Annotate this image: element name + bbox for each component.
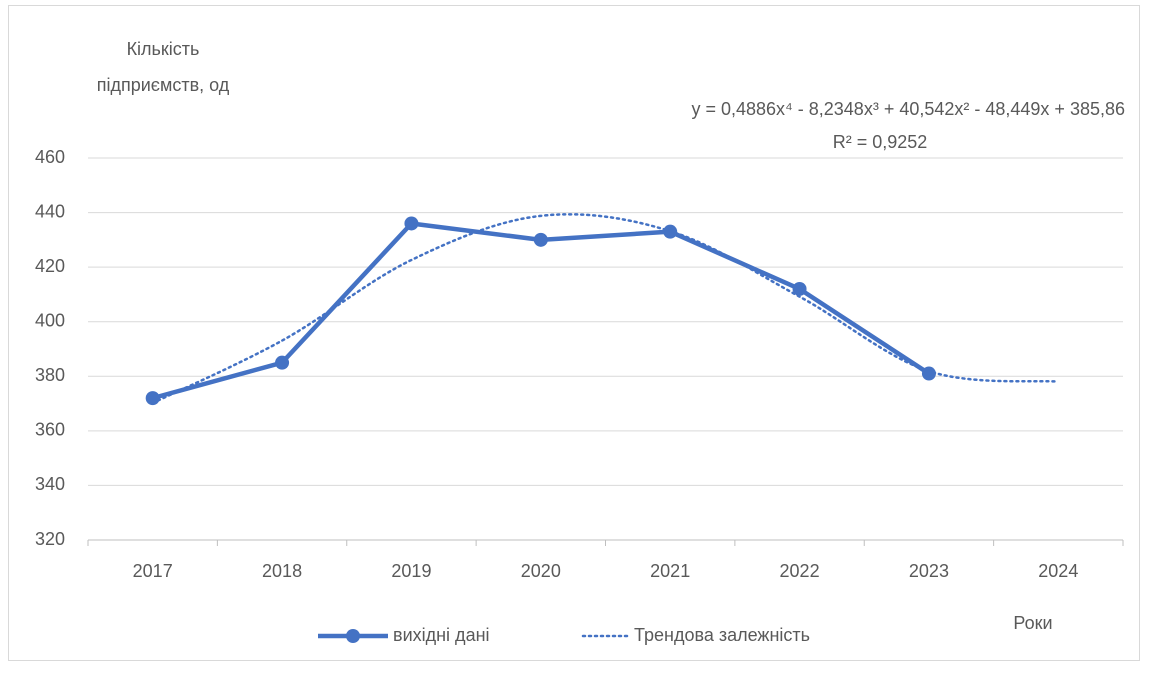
y-tick-label: 420 [35, 256, 65, 276]
y-tick-label: 440 [35, 201, 65, 221]
data-point [275, 355, 290, 370]
y-tick-label: 400 [35, 310, 65, 330]
chart-border [8, 5, 1140, 661]
data-point [533, 232, 548, 247]
legend-marker [346, 629, 360, 643]
x-tick-label: 2023 [909, 561, 949, 581]
x-tick-label: 2021 [650, 561, 690, 581]
data-point [792, 281, 807, 296]
y-tick-label: 340 [35, 474, 65, 494]
y-tick-label: 460 [35, 147, 65, 167]
trend-equation: y = 0,4886x⁴ - 8,2348x³ + 40,542x² - 48,… [691, 99, 1125, 119]
x-axis-label: Роки [1013, 613, 1052, 633]
x-tick-label: 2017 [133, 561, 173, 581]
y-tick-label: 320 [35, 529, 65, 549]
x-tick-label: 2024 [1038, 561, 1078, 581]
x-tick-label: 2020 [521, 561, 561, 581]
data-point [145, 391, 160, 406]
legend-label: вихідні дані [393, 625, 490, 645]
x-tick-label: 2019 [391, 561, 431, 581]
data-point [663, 224, 678, 239]
y-tick-label: 360 [35, 420, 65, 440]
y-axis-label: підприємств, од [97, 75, 230, 95]
data-point [404, 216, 419, 231]
x-tick-label: 2022 [780, 561, 820, 581]
legend-label: Трендова залежність [634, 625, 810, 645]
r-squared: R² = 0,9252 [833, 132, 928, 152]
x-tick-label: 2018 [262, 561, 302, 581]
data-point [921, 366, 936, 381]
y-axis-label: Кількість [127, 39, 200, 59]
y-tick-label: 380 [35, 365, 65, 385]
